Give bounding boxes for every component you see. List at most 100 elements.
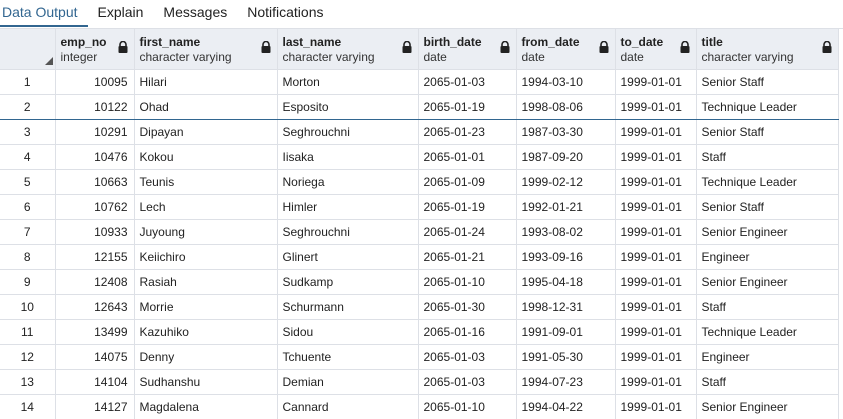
tab-data-output[interactable]: Data Output [0,0,88,27]
table-row[interactable]: 14 14127 Magdalena Cannard 2065-01-10 1994-04… [0,394,839,419]
cell-emp-no[interactable]: 12408 [55,269,135,295]
column-header[interactable]: first_name character varying [134,29,278,70]
cell-to-date[interactable]: 1999-01-01 [615,93,697,120]
cell-first-name[interactable]: Kazuhiko [134,319,278,345]
cell-birth-date[interactable]: 2065-01-19 [418,93,517,120]
row-number[interactable]: 11 [0,319,56,345]
cell-first-name[interactable]: Ohad [134,93,278,120]
cell-birth-date[interactable]: 2065-01-30 [418,294,517,320]
cell-from-date[interactable]: 1994-07-23 [516,369,616,395]
row-number[interactable]: 1 [0,69,56,95]
cell-first-name[interactable]: Dipayan [134,119,278,145]
cell-title[interactable]: Senior Staff [696,119,839,145]
row-number[interactable]: 9 [0,269,56,295]
tab-explain[interactable]: Explain [97,4,144,20]
table-row[interactable]: 9 12408 Rasiah Sudkamp 2065-01-10 1995-04-18 1… [0,269,839,295]
cell-birth-date[interactable]: 2065-01-03 [418,344,517,370]
table-row[interactable]: 4 10476 Kokou Iisaka 2065-01-01 1987-09-20 199… [0,144,839,170]
cell-emp-no[interactable]: 12643 [55,294,135,320]
cell-emp-no[interactable]: 14075 [55,344,135,370]
cell-first-name[interactable]: Sudhanshu [134,369,278,395]
cell-title[interactable]: Technique Leader [696,93,839,120]
select-all-corner[interactable] [0,29,56,70]
cell-from-date[interactable]: 1998-12-31 [516,294,616,320]
cell-last-name[interactable]: Sudkamp [277,269,419,295]
cell-first-name[interactable]: Hilari [134,69,278,95]
cell-birth-date[interactable]: 2065-01-03 [418,369,517,395]
cell-last-name[interactable]: Noriega [277,169,419,195]
row-number[interactable]: 5 [0,169,56,195]
cell-emp-no[interactable]: 14127 [55,394,135,419]
cell-to-date[interactable]: 1999-01-01 [615,369,697,395]
cell-emp-no[interactable]: 10291 [55,119,135,145]
cell-from-date[interactable]: 1999-02-12 [516,169,616,195]
cell-title[interactable]: Senior Engineer [696,269,839,295]
row-number[interactable]: 12 [0,344,56,370]
cell-first-name[interactable]: Morrie [134,294,278,320]
tab-messages[interactable]: Messages [163,4,228,20]
cell-first-name[interactable]: Kokou [134,144,278,170]
cell-birth-date[interactable]: 2065-01-19 [418,194,517,220]
cell-last-name[interactable]: Schurmann [277,294,419,320]
cell-to-date[interactable]: 1999-01-01 [615,69,697,95]
table-row[interactable]: 11 13499 Kazuhiko Sidou 2065-01-16 1991-09-01… [0,319,839,345]
cell-to-date[interactable]: 1999-01-01 [615,344,697,370]
cell-to-date[interactable]: 1999-01-01 [615,394,697,419]
cell-from-date[interactable]: 1995-04-18 [516,269,616,295]
table-row[interactable]: 2 10122 Ohad Esposito 2065-01-19 1998-08-06 19… [0,93,839,120]
cell-emp-no[interactable]: 10476 [55,144,135,170]
row-number[interactable]: 4 [0,144,56,170]
row-number[interactable]: 14 [0,394,56,419]
cell-last-name[interactable]: Himler [277,194,419,220]
cell-last-name[interactable]: Sidou [277,319,419,345]
cell-first-name[interactable]: Lech [134,194,278,220]
cell-from-date[interactable]: 1992-01-21 [516,194,616,220]
row-number[interactable]: 2 [0,93,56,120]
cell-from-date[interactable]: 1991-05-30 [516,344,616,370]
cell-birth-date[interactable]: 2065-01-21 [418,244,517,270]
cell-emp-no[interactable]: 10095 [55,69,135,95]
cell-to-date[interactable]: 1999-01-01 [615,294,697,320]
row-number[interactable]: 6 [0,194,56,220]
cell-first-name[interactable]: Rasiah [134,269,278,295]
cell-from-date[interactable]: 1994-04-22 [516,394,616,419]
cell-emp-no[interactable]: 12155 [55,244,135,270]
table-row[interactable]: 7 10933 Juyoung Seghrouchni 2065-01-24 1993-0… [0,219,839,245]
row-number[interactable]: 13 [0,369,56,395]
cell-last-name[interactable]: Seghrouchni [277,119,419,145]
tab-notifications[interactable]: Notifications [247,4,324,20]
cell-last-name[interactable]: Demian [277,369,419,395]
cell-to-date[interactable]: 1999-01-01 [615,144,697,170]
cell-emp-no[interactable]: 10122 [55,93,135,120]
cell-title[interactable]: Staff [696,144,839,170]
column-header[interactable]: last_name character varying [277,29,419,70]
table-row[interactable]: 5 10663 Teunis Noriega 2065-01-09 1999-02-12 1… [0,169,839,195]
table-row[interactable]: 13 14104 Sudhanshu Demian 2065-01-03 1994-07-… [0,369,839,395]
cell-from-date[interactable]: 1994-03-10 [516,69,616,95]
row-number[interactable]: 8 [0,244,56,270]
cell-birth-date[interactable]: 2065-01-09 [418,169,517,195]
cell-last-name[interactable]: Seghrouchni [277,219,419,245]
cell-title[interactable]: Staff [696,294,839,320]
cell-title[interactable]: Technique Leader [696,169,839,195]
cell-to-date[interactable]: 1999-01-01 [615,169,697,195]
cell-emp-no[interactable]: 10933 [55,219,135,245]
cell-first-name[interactable]: Magdalena [134,394,278,419]
cell-title[interactable]: Engineer [696,244,839,270]
table-row[interactable]: 10 12643 Morrie Schurmann 2065-01-30 1998-12-… [0,294,839,320]
row-number[interactable]: 10 [0,294,56,320]
column-header[interactable]: title character varying [696,29,839,70]
cell-last-name[interactable]: Tchuente [277,344,419,370]
cell-to-date[interactable]: 1999-01-01 [615,219,697,245]
cell-birth-date[interactable]: 2065-01-03 [418,69,517,95]
cell-title[interactable]: Technique Leader [696,319,839,345]
cell-from-date[interactable]: 1987-09-20 [516,144,616,170]
cell-to-date[interactable]: 1999-01-01 [615,319,697,345]
cell-to-date[interactable]: 1999-01-01 [615,194,697,220]
cell-to-date[interactable]: 1999-01-01 [615,244,697,270]
column-header[interactable]: emp_no integer [55,29,135,70]
cell-from-date[interactable]: 1987-03-30 [516,119,616,145]
cell-first-name[interactable]: Teunis [134,169,278,195]
cell-title[interactable]: Senior Engineer [696,394,839,419]
cell-emp-no[interactable]: 13499 [55,319,135,345]
